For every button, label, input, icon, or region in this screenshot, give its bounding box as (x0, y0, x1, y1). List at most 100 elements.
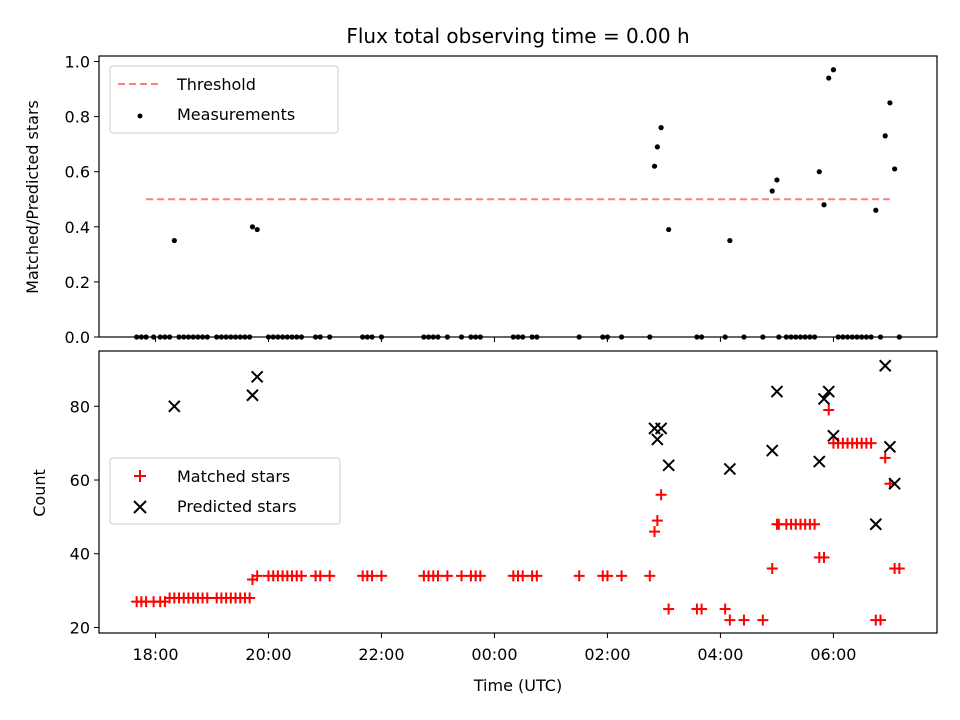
top-y-ticks: 0.0 0.2 0.4 0.6 0.8 1.0 (65, 53, 99, 347)
legend-matched-label: Matched stars (177, 467, 290, 486)
predicted-star-d2 (246, 389, 259, 402)
matched-star-point (644, 570, 656, 582)
bottom-ytick-label: 20 (70, 618, 90, 637)
matched-star-point (456, 570, 468, 582)
bottom-panel: Count Time (UTC) 20 40 60 80 18:00 20:00 22:0… (30, 350, 938, 695)
predicted-star-point (879, 359, 892, 372)
predicted-star-d2 (822, 385, 835, 398)
bottom-ylabel: Count (30, 469, 49, 517)
predicted-star-d2 (879, 359, 892, 372)
top-ytick-label: 0.4 (65, 218, 90, 237)
predicted-star-d2 (813, 455, 826, 468)
matched-star-point (738, 614, 750, 626)
top-axes-frame (98, 55, 938, 338)
legend-predicted-swatch (133, 500, 147, 514)
matched-star-point (879, 452, 891, 464)
bottom-xtick-label: 06:00 (810, 645, 856, 664)
measurement-point (774, 177, 780, 183)
top-legend: Threshold Measurements (109, 65, 339, 134)
measurement-point (254, 226, 260, 233)
matched-star-point (375, 570, 387, 582)
bottom-xlabel: Time (UTC) (473, 676, 562, 695)
measurement-point (769, 188, 775, 194)
top-ylabel: Matched/Predicted stars (23, 100, 42, 294)
measurement-point (654, 144, 660, 150)
bottom-legend-box (109, 457, 341, 525)
predicted-star-d2 (827, 429, 840, 442)
predicted-star-point (883, 440, 897, 454)
legend-predicted-label: Predicted stars (177, 497, 297, 516)
matched-star-point (875, 614, 887, 626)
predicted-star-d2 (662, 459, 675, 472)
bottom-xtick-label: 00:00 (471, 645, 517, 664)
bottom-xtick-label: 18:00 (132, 645, 178, 664)
predicted-star-d2 (883, 440, 897, 454)
matched-star-point (719, 603, 731, 615)
predicted-star-d2 (723, 462, 737, 476)
bottom-axes-frame (98, 350, 938, 634)
predicted-star-point (822, 385, 835, 398)
matched-star-point (573, 570, 585, 582)
top-panel: Matched/Predicted stars 0.0 0.2 0.4 0.6 0.8 1… (23, 53, 938, 347)
matched-star-point (724, 614, 736, 626)
top-plot-area (134, 67, 902, 340)
bottom-plot-area (131, 359, 905, 626)
predicted-star-d2 (250, 370, 264, 384)
measurement-point (873, 207, 879, 213)
top-ytick-label: 0.0 (65, 328, 90, 347)
matched-star-point (517, 570, 529, 582)
top-ytick-label: 0.8 (65, 108, 90, 127)
matched-star-point (201, 592, 213, 604)
matched-star-point (696, 603, 708, 615)
measurement-point (249, 224, 256, 230)
predicted-star-point (770, 385, 784, 398)
bottom-xtick-label: 20:00 (245, 645, 291, 664)
predicted-star-d2 (888, 477, 901, 490)
predicted-star-point (654, 422, 668, 435)
bottom-ytick-label: 80 (70, 397, 90, 416)
matched-star-point (432, 570, 444, 582)
bottom-xtick-label: 04:00 (697, 645, 743, 664)
legend-measurements-swatch (137, 113, 143, 119)
predicted-star-point (246, 389, 259, 402)
matched-star-point (295, 570, 307, 582)
matched-star-point (865, 437, 877, 449)
predicted-star-d2 (168, 400, 181, 413)
matched-star-point (649, 526, 661, 538)
matched-star-point (441, 570, 453, 582)
top-ytick-label: 1.0 (65, 53, 90, 72)
matched-star-point (531, 570, 543, 582)
predicted-star-d2 (651, 433, 664, 446)
predicted-star-d2 (869, 518, 883, 531)
matched-star-point (601, 570, 613, 582)
figure-title: Flux total observing time = 0.00 h (346, 24, 689, 48)
top-ytick-label: 0.2 (65, 273, 90, 292)
top-legend-box (109, 65, 339, 134)
measurement-point (830, 67, 837, 73)
measurement-point (666, 226, 672, 233)
predicted-star-point (723, 462, 737, 476)
matched-star-point (757, 614, 769, 626)
predicted-star-d2 (770, 385, 784, 398)
predicted-star-point (766, 444, 779, 457)
predicted-star-point (817, 392, 831, 406)
measurement-point (651, 163, 658, 169)
matched-star-point (366, 570, 378, 582)
matched-star-point (616, 570, 628, 582)
predicted-star-point (662, 459, 675, 472)
measurement-point (821, 202, 827, 208)
matched-star-point (766, 562, 778, 574)
predicted-star-d2 (766, 444, 779, 457)
matched-star-point (651, 515, 663, 527)
bottom-xtick-label: 02:00 (584, 645, 630, 664)
predicted-star-point (827, 429, 840, 442)
matched-star-point (655, 489, 667, 501)
bottom-ytick-label: 60 (70, 471, 90, 490)
bottom-ytick-label: 40 (70, 545, 90, 564)
legend-measurements-label: Measurements (177, 105, 295, 124)
top-ytick-label: 0.6 (65, 163, 90, 182)
measurement-point (658, 125, 664, 131)
measurement-point (887, 100, 893, 106)
matched-star-point (244, 592, 256, 604)
